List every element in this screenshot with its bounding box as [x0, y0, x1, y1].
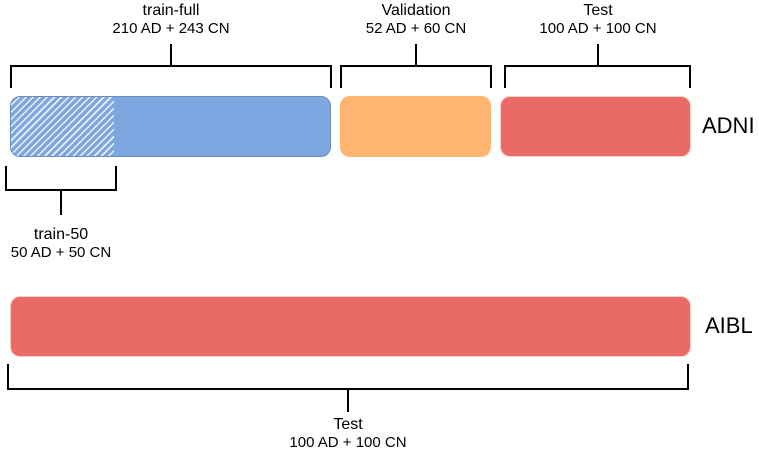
train-full-label: train-full 210 AD + 243 CN [71, 2, 271, 38]
train-full-count: 210 AD + 243 CN [112, 20, 230, 37]
adni-test-bracket [504, 44, 691, 88]
validation-bracket [340, 44, 492, 88]
aibl-test-block [10, 296, 691, 357]
validation-name: Validation [381, 2, 451, 19]
validation-label: Validation 52 AD + 60 CN [336, 2, 496, 38]
train-50-count: 50 AD + 50 CN [10, 244, 112, 261]
aibl-test-label: Test 100 AD + 100 CN [268, 416, 428, 452]
aibl-test-name: Test [333, 416, 363, 433]
train-full-name: train-full [142, 2, 200, 19]
train-50-name: train-50 [33, 226, 89, 243]
train-full-block [10, 96, 331, 157]
validation-count: 52 AD + 60 CN [365, 20, 467, 37]
adni-test-name: Test [583, 2, 613, 19]
adni-test-label: Test 100 AD + 100 CN [518, 2, 678, 38]
train-full-bracket [10, 44, 332, 88]
aibl-test-count: 100 AD + 100 CN [289, 434, 407, 451]
adni-test-block [500, 96, 691, 157]
train-50-bracket [5, 166, 117, 215]
aibl-test-bracket [7, 364, 689, 412]
train-50-hatch [11, 97, 114, 156]
train-50-label: train-50 50 AD + 50 CN [0, 226, 141, 262]
validation-block [340, 96, 491, 157]
adni-dataset-label: ADNI [702, 113, 755, 138]
adni-test-count: 100 AD + 100 CN [539, 20, 657, 37]
aibl-dataset-label: AIBL [705, 313, 753, 338]
